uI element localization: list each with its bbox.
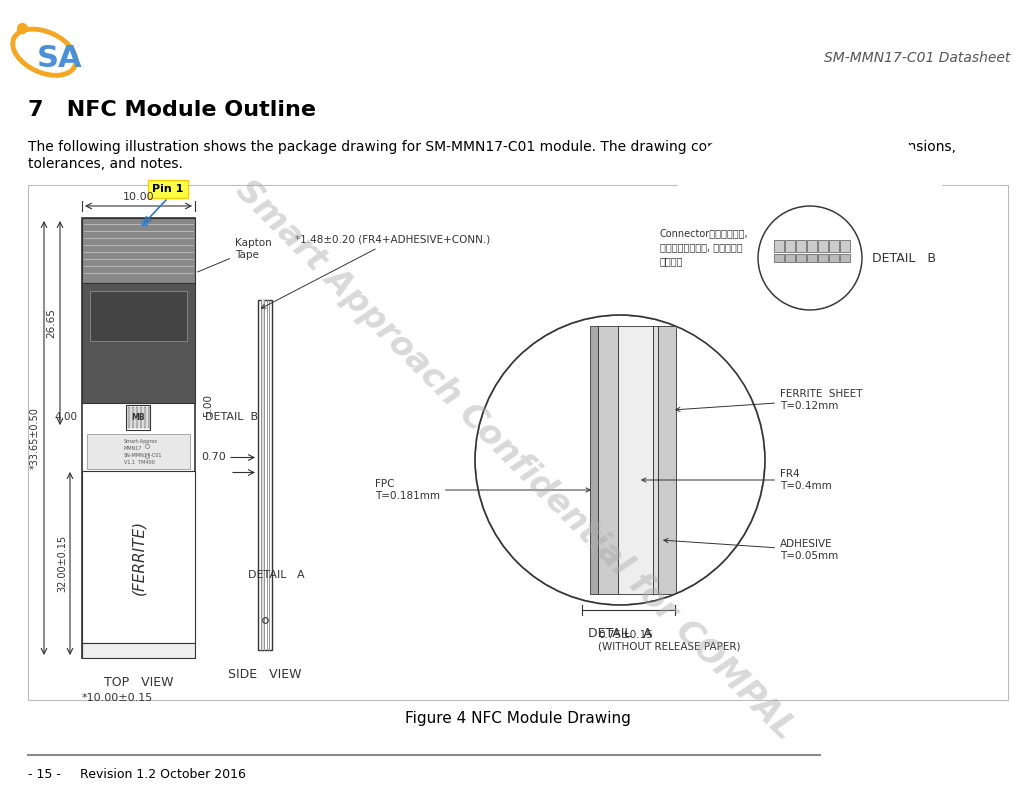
Circle shape — [474, 315, 765, 605]
Bar — [840, 254, 850, 262]
Circle shape — [758, 206, 862, 310]
Text: Revision 1.2 October 2016: Revision 1.2 October 2016 — [80, 768, 246, 782]
Bar — [589, 326, 598, 594]
Text: *33.65±0.50: *33.65±0.50 — [30, 407, 40, 469]
Bar — [796, 240, 806, 252]
Text: SA: SA — [36, 44, 82, 73]
Text: MB: MB — [132, 413, 145, 422]
Text: FPC
T=0.181mm: FPC T=0.181mm — [375, 479, 591, 501]
Bar — [785, 240, 795, 252]
Bar — [653, 326, 658, 594]
Text: DETAIL   A: DETAIL A — [248, 570, 305, 580]
Text: Pin 1: Pin 1 — [152, 184, 183, 194]
Text: 必須在組裝完成時, 確認此白線: 必須在組裝完成時, 確認此白線 — [660, 242, 743, 252]
Bar — [90, 291, 188, 341]
Bar — [82, 283, 195, 403]
Text: SIDE   VIEW: SIDE VIEW — [228, 668, 301, 681]
Bar — [785, 254, 795, 262]
Bar — [840, 240, 850, 252]
Text: 4.00: 4.00 — [54, 413, 77, 422]
Text: SN-MMN17-C01: SN-MMN17-C01 — [123, 453, 162, 458]
Bar — [807, 254, 817, 262]
Bar — [28, 185, 1008, 700]
Text: 5.00: 5.00 — [203, 394, 213, 417]
Bar — [82, 218, 195, 283]
Text: 26.65: 26.65 — [46, 308, 56, 338]
Bar — [258, 300, 272, 650]
Polygon shape — [420, 260, 821, 660]
Text: 0.75±0.15
(WITHOUT RELEASE PAPER): 0.75±0.15 (WITHOUT RELEASE PAPER) — [599, 630, 741, 651]
Bar — [818, 254, 828, 262]
Text: - 15 -: - 15 - — [28, 768, 61, 782]
Text: Kapton
Tape: Kapton Tape — [198, 238, 271, 272]
Bar — [126, 405, 150, 430]
Text: SM-MMN17-C01 Datasheet: SM-MMN17-C01 Datasheet — [824, 51, 1010, 65]
Text: 32.00±0.15: 32.00±0.15 — [57, 535, 67, 592]
Bar — [796, 254, 806, 262]
Bar — [774, 254, 784, 262]
Text: 0.70: 0.70 — [201, 453, 226, 462]
Bar — [140, 407, 142, 428]
Bar — [829, 240, 839, 252]
Text: *1.48±0.20 (FR4+ADHESIVE+CONN.): *1.48±0.20 (FR4+ADHESIVE+CONN.) — [261, 235, 490, 308]
Text: ADHESIVE
T=0.05mm: ADHESIVE T=0.05mm — [664, 538, 838, 561]
Bar — [818, 240, 828, 252]
Bar — [144, 407, 146, 428]
Text: MMN17: MMN17 — [123, 446, 142, 451]
Text: Smart Approach Confidential for COMPAL: Smart Approach Confidential for COMPAL — [229, 174, 801, 747]
Text: Figure 4 NFC Module Drawing: Figure 4 NFC Module Drawing — [405, 710, 631, 726]
Bar — [87, 434, 190, 469]
Text: V1.1  TM400: V1.1 TM400 — [123, 460, 154, 465]
Bar — [148, 407, 150, 428]
Text: FERRITE  SHEET
T=0.12mm: FERRITE SHEET T=0.12mm — [675, 389, 863, 412]
Bar — [807, 240, 817, 252]
Bar — [829, 254, 839, 262]
Bar — [148, 180, 188, 198]
Bar — [774, 240, 784, 252]
Bar — [82, 218, 195, 658]
Text: (FERRITE): (FERRITE) — [131, 519, 146, 594]
Text: DETAIL   A: DETAIL A — [588, 627, 652, 640]
Bar — [658, 326, 677, 594]
Text: DETAIL  B: DETAIL B — [205, 413, 258, 422]
Text: Connector組裝定位白線,: Connector組裝定位白線, — [660, 228, 749, 238]
Bar — [132, 407, 134, 428]
Bar — [598, 326, 618, 594]
Polygon shape — [660, 108, 960, 408]
Text: *10.00±0.15: *10.00±0.15 — [82, 693, 153, 703]
Text: tolerances, and notes.: tolerances, and notes. — [28, 157, 183, 171]
Text: 7   NFC Module Outline: 7 NFC Module Outline — [28, 100, 316, 120]
Text: 10.00: 10.00 — [122, 192, 154, 202]
Text: FR4
T=0.4mm: FR4 T=0.4mm — [642, 469, 832, 491]
Text: The following illustration shows the package drawing for SM-MMN17-C01 module. Th: The following illustration shows the pac… — [28, 140, 956, 154]
Bar — [128, 407, 130, 428]
Bar — [82, 643, 195, 658]
Text: TOP   VIEW: TOP VIEW — [104, 676, 173, 689]
Text: DETAIL   B: DETAIL B — [872, 252, 936, 264]
Text: Smart-Approx: Smart-Approx — [123, 439, 157, 444]
Bar — [136, 407, 138, 428]
Bar — [261, 300, 265, 650]
Bar — [618, 326, 653, 594]
Bar — [82, 471, 195, 643]
Text: 不可外露: 不可外露 — [660, 256, 684, 266]
